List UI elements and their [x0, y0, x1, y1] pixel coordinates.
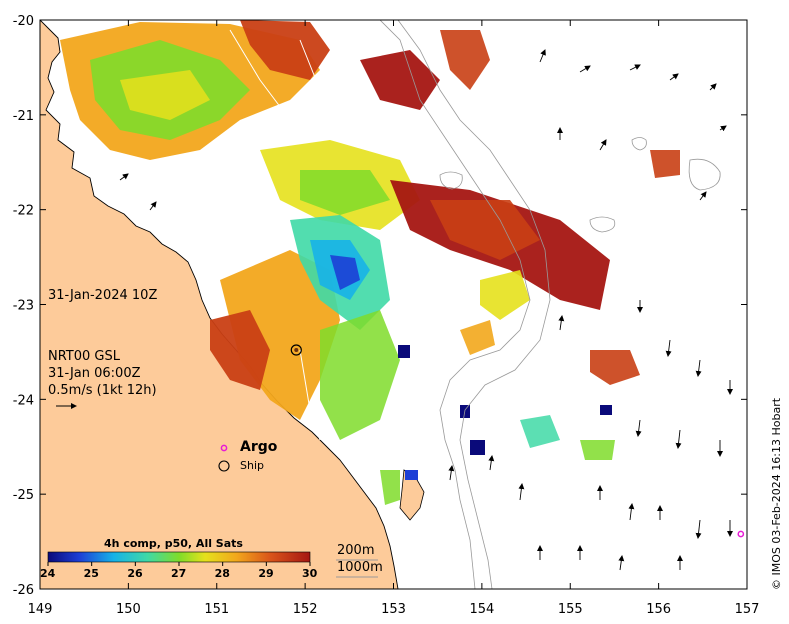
shelf-lines [229, 29, 331, 441]
lon-tick-label: 151 [204, 602, 229, 617]
vector-scale-label: 0.5m/s (1kt 12h) [48, 383, 157, 398]
lon-tick-label: 153 [381, 602, 406, 617]
credit-label: © IMOS 03-Feb-2024 16:13 Hobart [770, 397, 783, 590]
axis-tick-labels: 149 150 151 152 153 154 155 156 157 -20 -21 -22 -23 -… [13, 14, 760, 617]
lat-tick-label: -20 [13, 14, 34, 29]
current-source-label: NRT00 GSL [48, 349, 120, 364]
lon-tick-label: 149 [28, 602, 53, 617]
contour-1000-label: 1000m [337, 560, 383, 575]
colorbar-tick-label: 25 [83, 567, 99, 580]
colorbar-tick-label: 29 [258, 567, 274, 580]
colorbar-tick-label: 24 [40, 567, 56, 580]
colorbar-tick-label: 30 [302, 567, 318, 580]
contour-200-label: 200m [337, 543, 375, 558]
colorbar-bar [47, 551, 311, 563]
lon-tick-label: 152 [293, 602, 318, 617]
datetime-label: 31-Jan-2024 10Z [48, 288, 158, 303]
lon-tick-label: 150 [116, 602, 141, 617]
ship-legend-label: Ship [240, 459, 264, 472]
lat-tick-label: -21 [13, 109, 34, 124]
current-vectors [119, 49, 733, 571]
land-mass [40, 20, 399, 589]
current-time-label: 31-Jan 06:00Z [48, 366, 141, 381]
lon-tick-label: 156 [646, 602, 671, 617]
lon-tick-label: 155 [558, 602, 583, 617]
lat-tick-label: -24 [13, 393, 34, 408]
axis-ticks [39, 19, 748, 590]
colorbar-ticks [47, 562, 311, 566]
argo-legend-label: Argo [240, 439, 278, 455]
lat-tick-label: -26 [13, 583, 34, 598]
argo-float-marker [737, 530, 745, 538]
ship-marker [290, 344, 302, 356]
sst-cloud-patches [60, 20, 680, 505]
bathymetry-contours [379, 20, 721, 589]
argo-legend-symbol [220, 444, 228, 452]
colorbar-title: 4h comp, p50, All Sats [104, 537, 243, 550]
lat-tick-label: -22 [13, 204, 34, 219]
lon-tick-label: 154 [469, 602, 494, 617]
island [399, 469, 425, 521]
lat-tick-label: -25 [13, 488, 34, 503]
lon-tick-label: 157 [735, 602, 760, 617]
ship-legend-symbol [218, 460, 230, 472]
colorbar-tick-label: 28 [214, 567, 230, 580]
ship-marker-inner [294, 348, 299, 353]
colorbar-tick-label: 26 [127, 567, 143, 580]
colorbar-tick-label: 27 [171, 567, 187, 580]
lat-tick-label: -23 [13, 299, 34, 314]
